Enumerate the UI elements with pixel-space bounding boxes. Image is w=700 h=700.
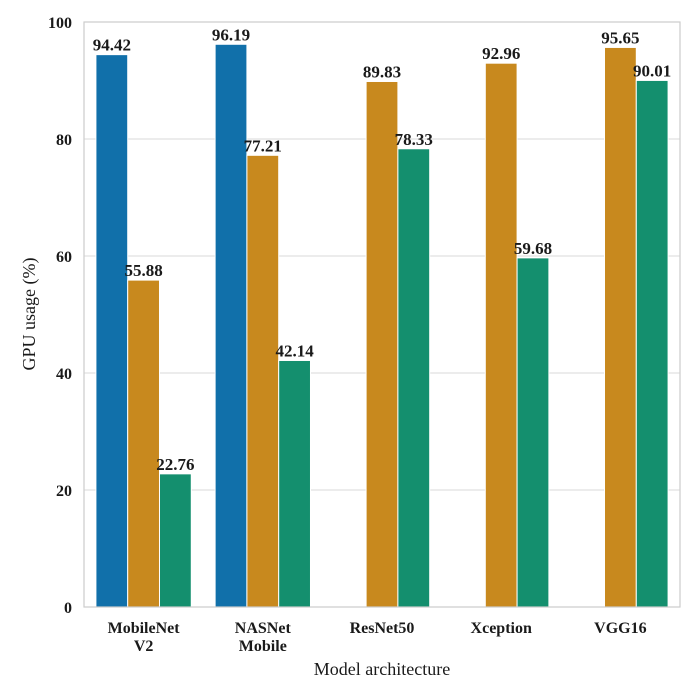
bars <box>95 43 669 608</box>
x-tick-label: Xception <box>471 620 532 637</box>
bar <box>246 154 280 608</box>
x-tick-label: V2 <box>134 638 154 655</box>
y-tick-label: 20 <box>56 483 72 500</box>
data-label: 55.88 <box>124 261 162 280</box>
bar <box>214 43 248 608</box>
y-tick-label: 100 <box>48 15 72 32</box>
data-label: 96.19 <box>212 25 250 44</box>
data-labels: 94.42 96.19 55.88 77.21 89.83 92.96 95.65 22.76… <box>93 25 672 474</box>
y-tick-labels: 0 20 40 60 80 100 <box>48 15 72 617</box>
bar <box>635 79 669 608</box>
x-tick-label: MobileNet <box>108 620 181 637</box>
data-label: 90.01 <box>633 61 671 80</box>
x-tick-label: ResNet50 <box>350 620 415 637</box>
bar <box>397 148 431 608</box>
y-tick-label: 0 <box>64 600 72 617</box>
data-label: 89.83 <box>363 62 401 81</box>
bar <box>516 257 550 608</box>
y-tick-label: 60 <box>56 249 72 266</box>
data-label: 22.76 <box>156 455 194 474</box>
bar <box>604 46 637 608</box>
bar <box>278 359 311 608</box>
data-label: 59.68 <box>514 239 552 258</box>
data-label: 42.14 <box>275 341 314 360</box>
x-tick-label: Mobile <box>239 638 287 655</box>
bar <box>95 54 129 608</box>
data-label: 78.33 <box>395 130 433 149</box>
x-axis-title: Model architecture <box>314 659 450 679</box>
bar <box>127 279 160 608</box>
x-tick-label: NASNet <box>235 620 292 637</box>
data-label: 92.96 <box>482 44 520 63</box>
bar <box>365 80 399 608</box>
y-tick-label: 80 <box>56 132 72 149</box>
data-label: 77.21 <box>244 136 282 155</box>
bar <box>484 62 518 608</box>
data-label: 95.65 <box>601 28 639 47</box>
y-tick-label: 40 <box>56 366 72 383</box>
plot-frame <box>83 21 681 608</box>
y-axis-title: GPU usage (%) <box>19 258 40 371</box>
bar <box>158 473 192 608</box>
x-tick-label: VGG16 <box>594 620 646 637</box>
data-label: 94.42 <box>93 36 131 55</box>
